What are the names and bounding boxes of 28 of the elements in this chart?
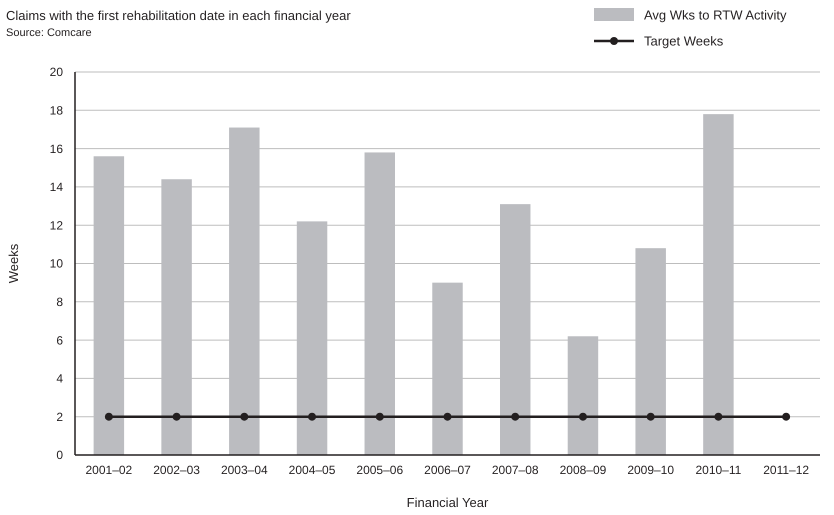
x-tick-label: 2006–07 [424, 463, 472, 477]
y-axis-title: Weeks [6, 243, 21, 284]
x-axis-title: Financial Year [406, 495, 490, 510]
source-note: Source: Comcare [6, 27, 92, 39]
x-tick-label: 2008–09 [560, 463, 607, 477]
x-tick-label: 2005–06 [356, 463, 404, 477]
chart-subtitle: Claims with the first rehabilitation date in each financial year [6, 8, 352, 23]
x-tick-label: 2010–11 [695, 463, 742, 477]
x-tick-label: 2007–08 [492, 463, 539, 477]
y-tick-label: 12 [50, 218, 64, 232]
y-tick-label: 14 [50, 180, 64, 194]
y-tick-label: 8 [56, 295, 64, 309]
y-tick-label: 4 [56, 372, 64, 386]
y-tick-label: 18 [50, 104, 64, 118]
legend-label: Target Weeks [644, 34, 724, 49]
x-tick-label: 2002–03 [153, 463, 200, 477]
x-tick-label: 2003–04 [220, 463, 268, 477]
x-tick-label: 2004–05 [288, 463, 336, 477]
y-tick-label: 16 [50, 142, 64, 156]
x-tick-label: 2011–12 [763, 463, 810, 477]
y-tick-label: 10 [50, 256, 64, 271]
x-tick-label: 2009–10 [627, 463, 674, 477]
x-tick-label: 2001–02 [86, 463, 133, 477]
y-tick-label: 20 [50, 65, 64, 80]
y-tick-label: 0 [56, 448, 64, 462]
legend-label: Avg Wks to RTW Activity [644, 8, 788, 23]
y-tick-label: 6 [56, 333, 64, 348]
y-tick-label: 2 [56, 410, 64, 424]
